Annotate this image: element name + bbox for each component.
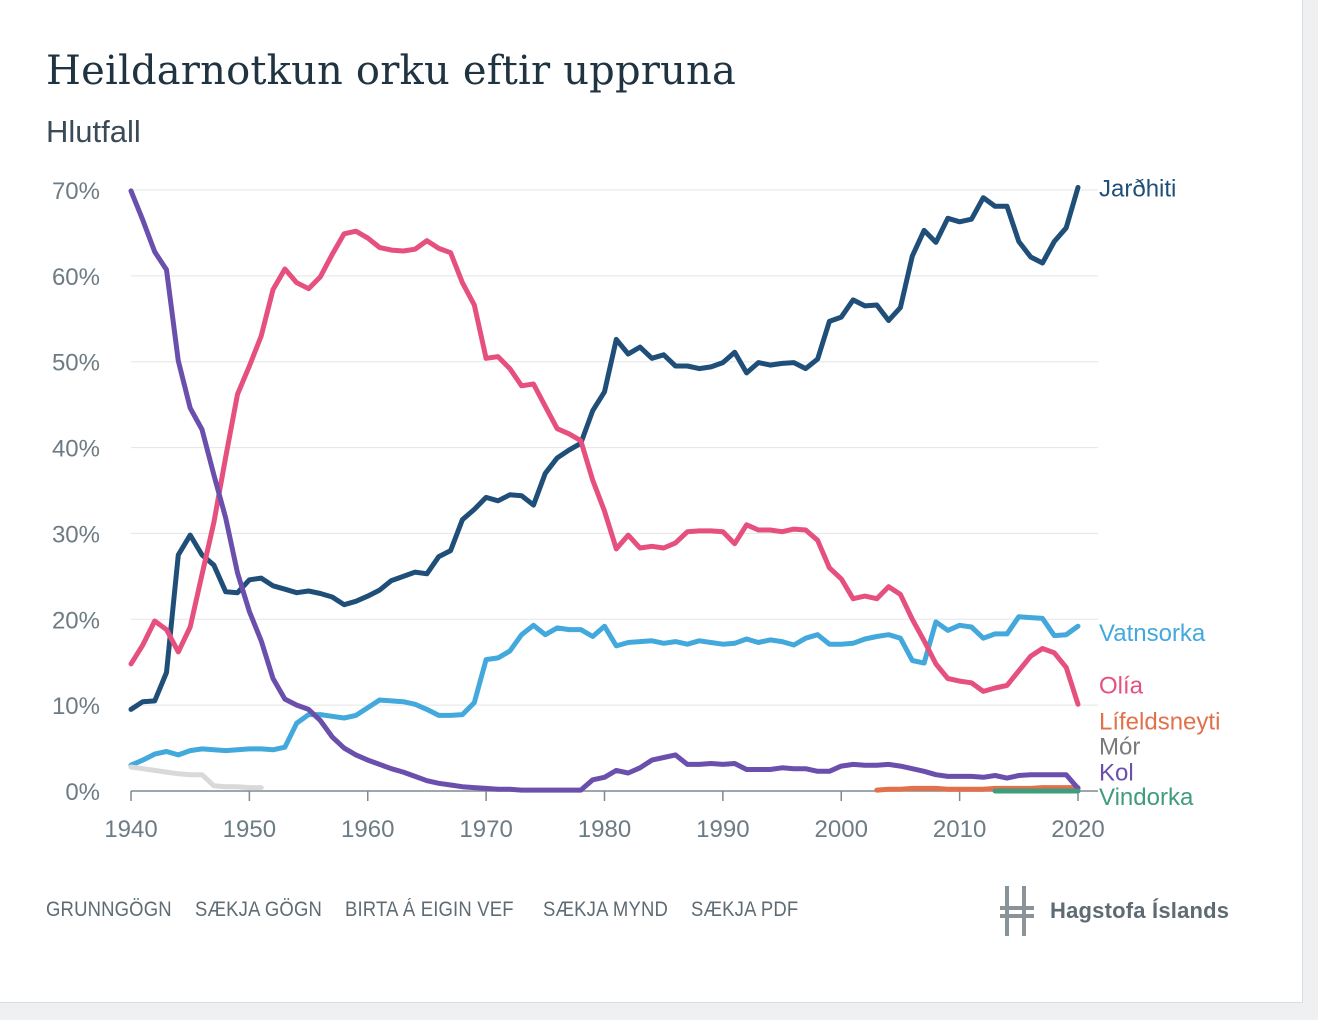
x-tick-label: 1940 (104, 816, 157, 843)
series-label-1: Vatnsorka (1099, 620, 1206, 647)
y-tick-label: 0% (65, 779, 100, 806)
series-label-5: Kol (1099, 759, 1134, 786)
chart-card: Heildarnotkun orku eftir uppruna Hlutfal… (0, 0, 1303, 1003)
raw-data-link[interactable]: GRUNNGÖGN (46, 898, 172, 921)
series-line-1 (128, 614, 1081, 768)
brand-name: Hagstofa Íslands (1050, 898, 1230, 923)
y-tick-label: 40% (52, 436, 100, 463)
series-line-0 (128, 184, 1081, 712)
download-data-link[interactable]: SÆKJA GÖGN (194, 898, 323, 921)
series-labels: Jarðhiti Vatnsorka Olía LífeldsneytiMórKolV… (1099, 175, 1220, 811)
brand[interactable]: Hagstofa Íslands (1000, 884, 1229, 938)
series-label-2: Olía (1099, 673, 1144, 700)
hagstofa-logo-icon (1000, 886, 1034, 936)
y-tick-label: 30% (52, 521, 100, 548)
download-image-link[interactable]: SÆKJA MYND (543, 898, 669, 921)
series-label-3: Lífeldsneyti (1099, 709, 1220, 736)
chart-title: Heildarnotkun orku eftir uppruna (46, 48, 737, 94)
x-tick-label: 2010 (933, 816, 986, 843)
y-tick-label: 10% (52, 693, 100, 720)
series-label-0: Jarðhiti (1099, 175, 1176, 202)
x-tick-label: 1970 (459, 816, 512, 843)
grid (131, 189, 1098, 792)
axes: 0% 10% 20% 30% 40% 50% 60% 70% 1940 1950 1960 1970 1… (52, 178, 1105, 843)
x-tick-label: 1980 (578, 816, 631, 843)
x-tick-label: 2020 (1051, 816, 1104, 843)
y-tick-label: 60% (52, 264, 100, 291)
x-tick-label: 1990 (696, 816, 749, 843)
download-pdf-link[interactable]: SÆKJA PDF (691, 898, 799, 921)
y-tick-label: 20% (52, 607, 100, 634)
series-line-2 (128, 228, 1081, 707)
series-line-3 (874, 785, 1081, 793)
line-chart: 0% 10% 20% 30% 40% 50% 60% 70% 1940 1950 1960 1970 1… (52, 175, 1220, 843)
series-label-6: Vindorka (1099, 784, 1194, 811)
y-tick-label: 50% (52, 350, 100, 377)
chart-subtitle: Hlutfall (46, 114, 141, 149)
x-tick-label: 1960 (341, 816, 394, 843)
x-tick-label: 1950 (223, 816, 276, 843)
footer-links: GRUNNGÖGN SÆKJA GÖGN BIRTA Á EIGIN VEF S… (46, 898, 798, 922)
series-line-5 (128, 188, 1081, 793)
series-lines (128, 184, 1081, 794)
series-label-4: Mór (1099, 733, 1140, 760)
series-line-4 (128, 764, 264, 791)
x-tick-label: 2000 (815, 816, 868, 843)
y-tick-label: 70% (52, 178, 100, 205)
embed-link[interactable]: BIRTA Á EIGIN VEF (345, 898, 515, 921)
